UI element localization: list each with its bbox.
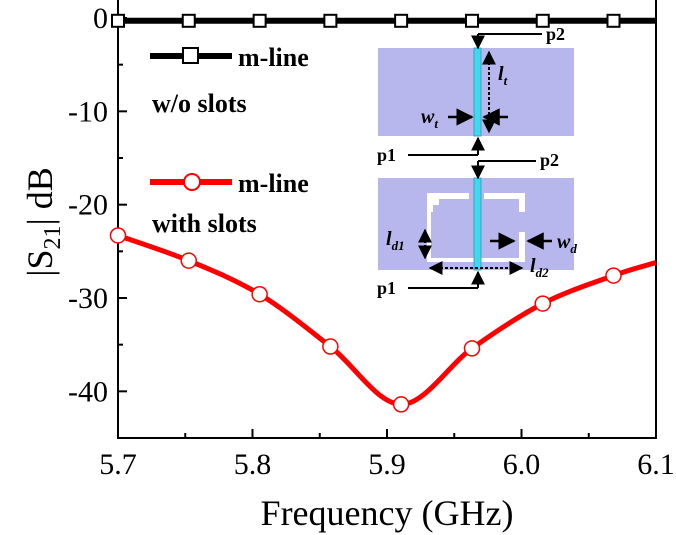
data-point — [181, 13, 196, 28]
data-point — [252, 13, 267, 28]
y-axis-title-tail: | dB — [20, 167, 60, 225]
data-point — [111, 13, 125, 28]
strip-bottom — [473, 177, 482, 271]
data-point — [534, 295, 552, 312]
x-tick-label: 5.8 — [234, 448, 272, 481]
y-tick-label: -10 — [68, 95, 108, 128]
strip-top — [473, 47, 482, 137]
p1-top-label: p1 — [377, 145, 396, 165]
x-tick-labels: 5.7 5.8 5.9 6.0 6.1 — [99, 448, 675, 481]
legend-marker-square — [182, 47, 199, 64]
y-axis-title: |S21| dB — [20, 167, 66, 276]
x-tick-label: 6.1 — [637, 448, 675, 481]
data-point — [465, 13, 480, 28]
series-layer — [109, 13, 657, 413]
wt-label: wt — [421, 106, 438, 131]
inset-bottom-structure: p2 p1 ld1 ld2 wd — [377, 150, 577, 298]
series-2 — [109, 227, 657, 413]
inset-diagram: p2 p1 lt wt p2 p1 ld1 l — [377, 24, 577, 298]
data-point — [392, 396, 410, 413]
legend-label-2a: m-line — [238, 169, 309, 198]
y-axis-title-sub: 21 — [40, 225, 66, 249]
x-tick-label: 5.9 — [368, 448, 406, 481]
data-point — [180, 252, 197, 269]
slot-right — [484, 193, 525, 212]
p1-bottom-label: p1 — [377, 278, 396, 298]
x-tick-label: 5.7 — [99, 448, 137, 481]
y-axis-title-main: |S — [20, 249, 60, 276]
legend-label-1a: m-line — [238, 43, 309, 72]
y-tick-label: 0 — [93, 2, 108, 35]
legend-label-2b: with slots — [152, 209, 257, 238]
slot-right-bottom — [481, 232, 525, 262]
data-point — [322, 338, 339, 355]
legend-marker-circle — [183, 173, 201, 191]
y-tick-label: -20 — [68, 189, 108, 222]
series-1 — [111, 13, 656, 28]
x-tick-label: 6.0 — [503, 448, 541, 481]
wd-label: wd — [557, 231, 577, 256]
legend-label-1b: w/o slots — [152, 89, 247, 118]
p2-bottom-label: p2 — [540, 150, 559, 170]
y-tick-label: -30 — [68, 282, 108, 315]
inset-top-structure: p2 p1 lt wt — [377, 24, 574, 165]
lt-label: lt — [498, 63, 508, 88]
legend-entry-wo-slots: m-line w/o slots — [150, 43, 309, 118]
data-point — [535, 13, 550, 28]
legend: m-line w/o slots m-line with slots — [150, 43, 309, 238]
x-axis-title: Frequency (GHz) — [261, 493, 514, 533]
data-point — [605, 267, 622, 284]
legend-entry-with-slots: m-line with slots — [150, 169, 309, 238]
y-tick-labels: 0 -10 -20 -30 -40 — [68, 2, 108, 408]
slot-left-outline — [427, 193, 469, 212]
data-point — [394, 13, 409, 28]
data-point — [463, 340, 481, 357]
data-point — [251, 286, 268, 303]
data-point — [109, 227, 127, 244]
ld1-label: ld1 — [386, 228, 405, 253]
data-point — [606, 13, 621, 28]
p2-top-label: p2 — [546, 24, 565, 44]
y-tick-label: -40 — [68, 375, 108, 408]
ld2-label: ld2 — [530, 255, 549, 280]
data-point — [323, 13, 338, 28]
